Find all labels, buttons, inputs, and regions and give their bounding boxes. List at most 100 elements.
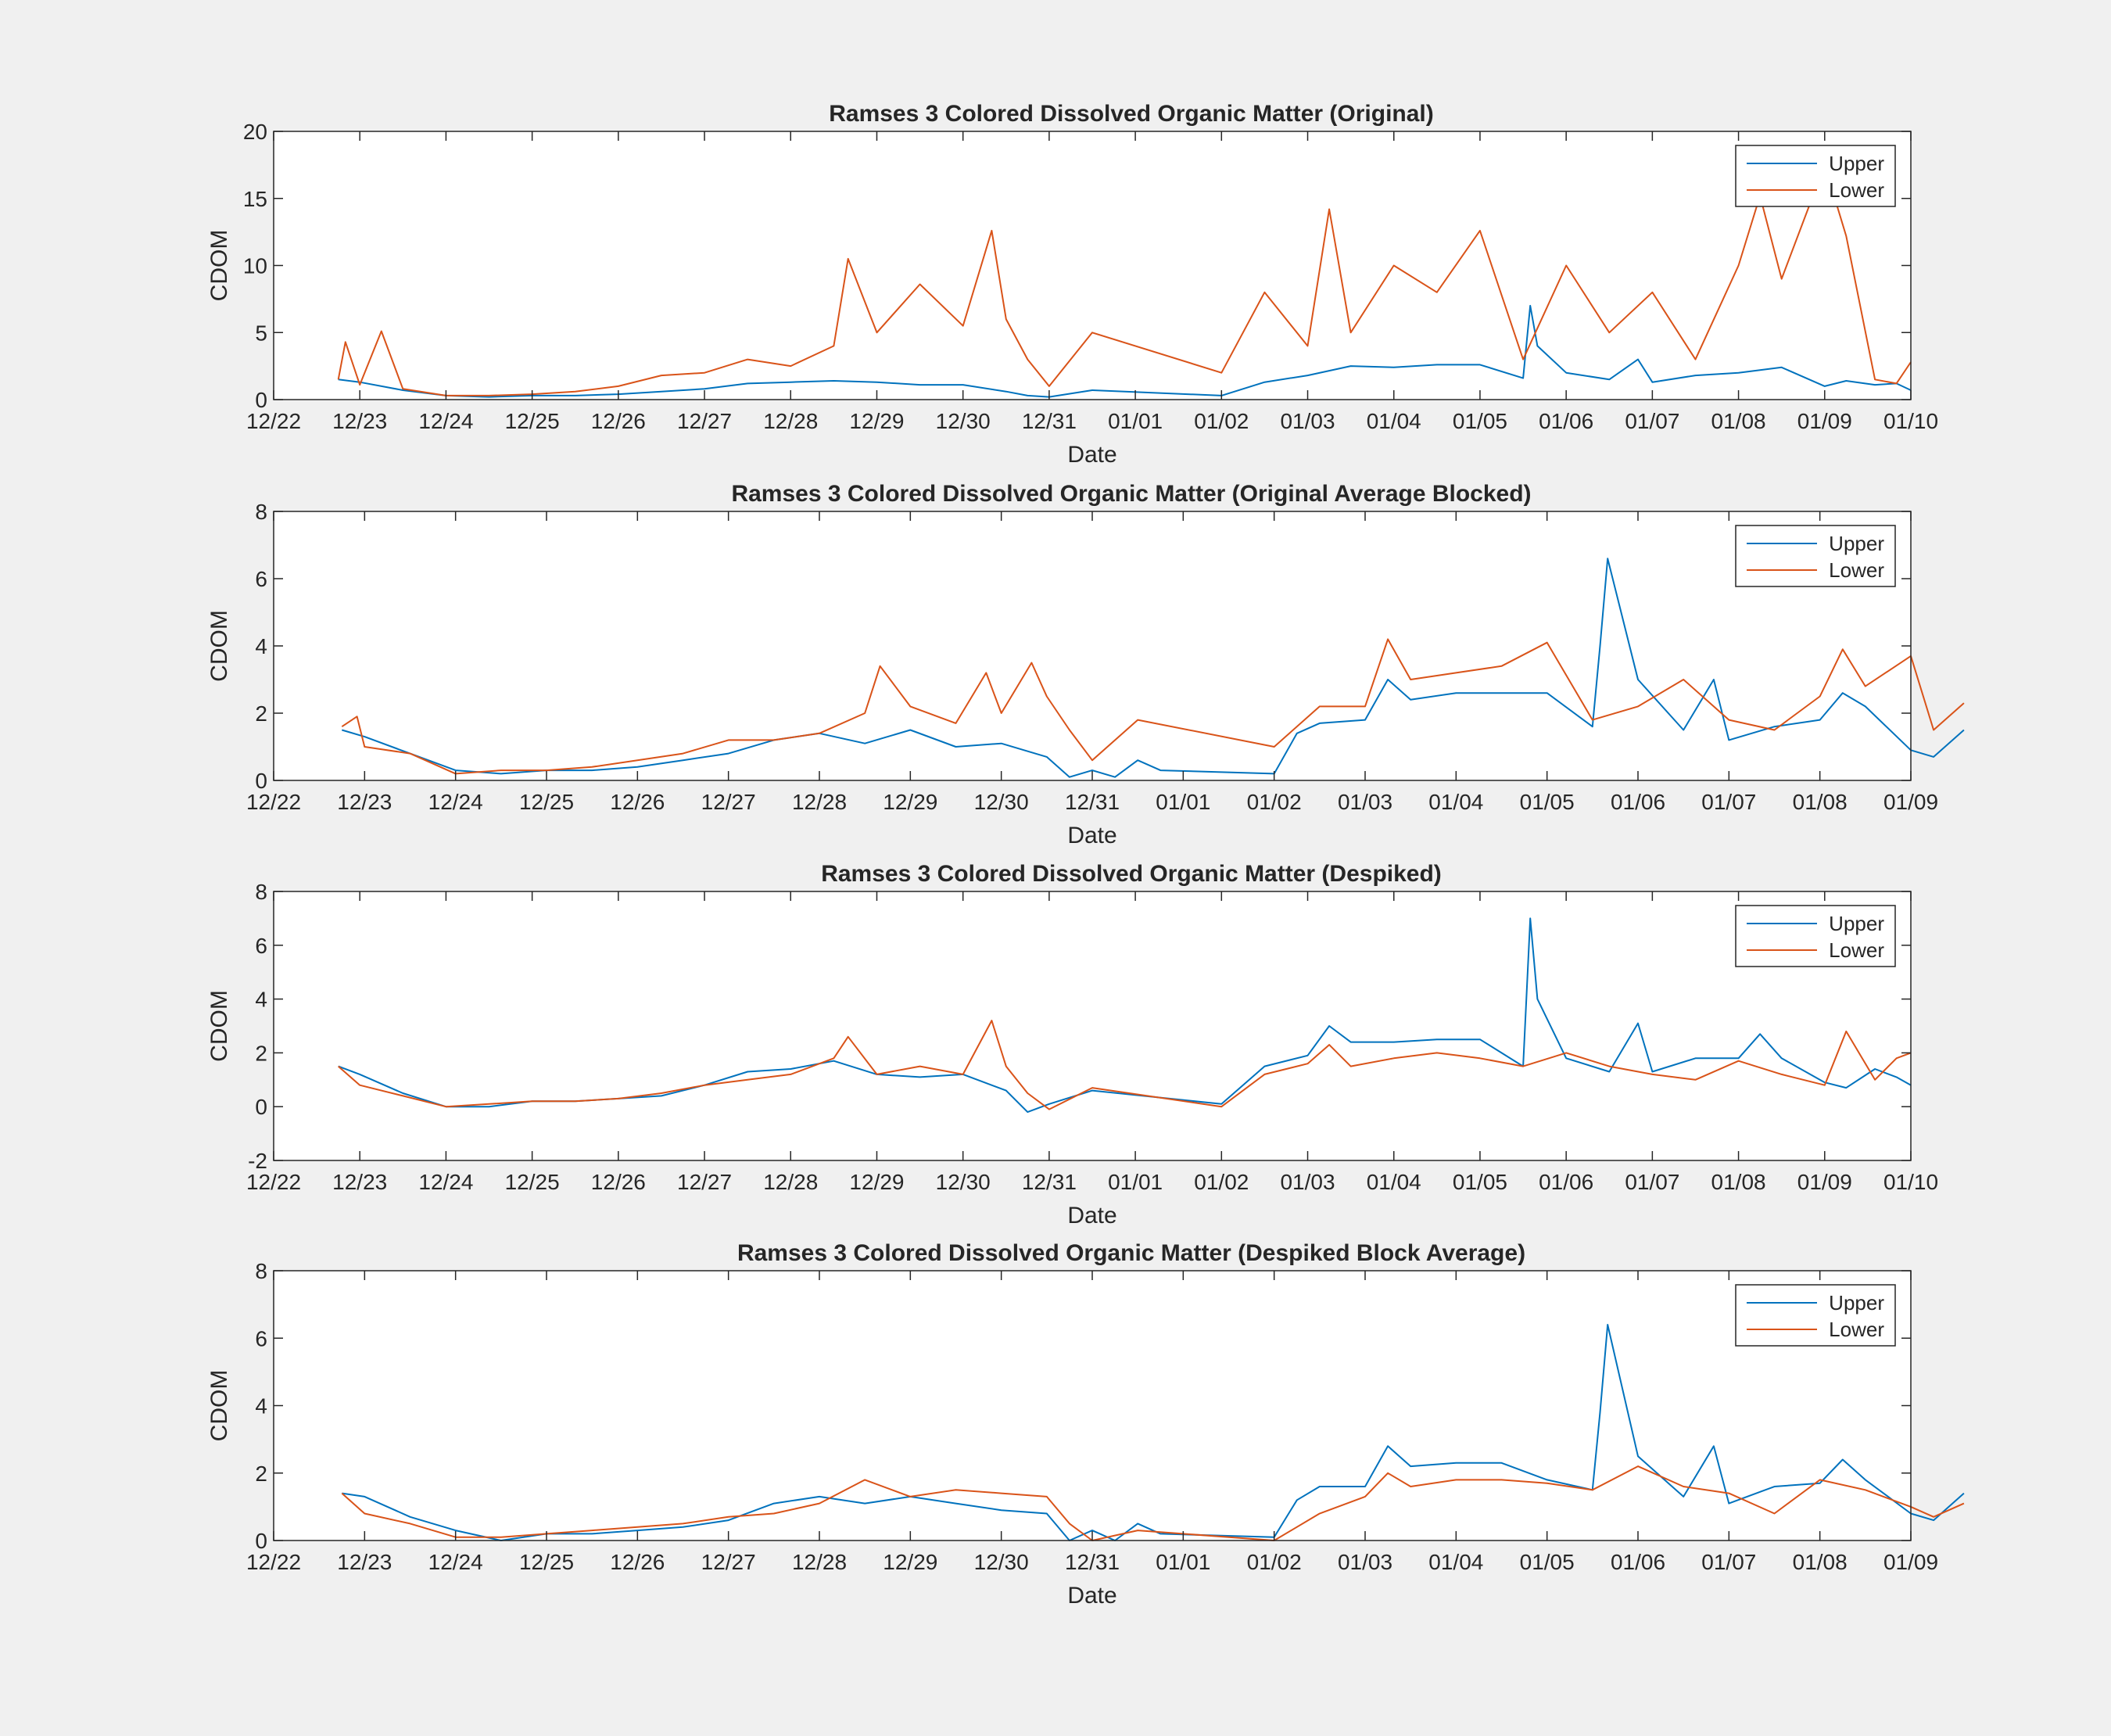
series-line-lower <box>338 1020 1912 1110</box>
x-tick-label: 12/25 <box>505 1170 560 1194</box>
y-tick-label: 4 <box>255 634 267 658</box>
series-line-upper <box>338 304 1912 398</box>
x-axis-label: Date <box>1067 1583 1116 1609</box>
x-tick-label: 01/09 <box>1883 1550 1938 1574</box>
x-tick-label: 12/28 <box>792 1550 847 1574</box>
x-tick-label: 12/30 <box>974 790 1029 814</box>
x-tick-label: 01/09 <box>1797 409 1852 433</box>
y-tick-label: 20 <box>243 120 267 144</box>
y-tick-label: 5 <box>255 321 267 345</box>
x-tick-label: 01/03 <box>1338 1550 1392 1574</box>
legend-box <box>1735 525 1896 587</box>
legend: Upper Lower <box>1735 1284 1896 1347</box>
x-tick-label: 12/23 <box>337 790 392 814</box>
x-tick-label: 01/01 <box>1108 1170 1163 1194</box>
x-tick-label: 01/01 <box>1156 790 1210 814</box>
x-tick-label: 01/07 <box>1701 790 1756 814</box>
legend: Upper Lower <box>1735 905 1896 967</box>
x-tick-label: 01/01 <box>1108 409 1163 433</box>
x-tick-label: 12/30 <box>936 409 991 433</box>
y-axis-label: CDOM <box>206 230 232 302</box>
y-tick-label: 10 <box>243 254 267 278</box>
x-tick-label: 01/09 <box>1797 1170 1852 1194</box>
y-tick-label: 6 <box>255 567 267 591</box>
x-tick-label: 01/03 <box>1280 409 1335 433</box>
x-tick-label: 01/08 <box>1711 409 1766 433</box>
x-tick-label: 12/30 <box>974 1550 1029 1574</box>
x-tick-label: 01/06 <box>1611 790 1665 814</box>
x-tick-label: 01/07 <box>1625 409 1679 433</box>
legend-label-lower: Lower <box>1829 1318 1884 1341</box>
y-tick-label: 0 <box>255 388 267 412</box>
x-tick-label: 01/02 <box>1194 409 1249 433</box>
legend-box <box>1735 905 1896 967</box>
x-tick-label: 12/25 <box>519 1550 574 1574</box>
x-tick-label: 12/22 <box>246 790 301 814</box>
legend-label-upper: Upper <box>1829 1291 1884 1315</box>
y-tick-label: 6 <box>255 1326 267 1350</box>
chart-title: Ramses 3 Colored Dissolved Organic Matte… <box>737 1240 1525 1266</box>
x-tick-label: 01/04 <box>1428 1550 1483 1574</box>
x-tick-label: 01/06 <box>1539 1170 1593 1194</box>
y-tick-label: 2 <box>255 701 267 726</box>
x-tick-label: 12/23 <box>337 1550 392 1574</box>
x-tick-label: 01/04 <box>1367 1170 1421 1194</box>
legend: Upper Lower <box>1735 145 1896 207</box>
y-tick-label: 15 <box>243 187 267 211</box>
legend: Upper Lower <box>1735 525 1896 587</box>
x-tick-label: 01/05 <box>1453 1170 1507 1194</box>
x-tick-label: 12/25 <box>505 409 560 433</box>
y-tick-label: 0 <box>255 1529 267 1553</box>
x-tick-label: 01/09 <box>1883 790 1938 814</box>
chart-original: 0 5 10 15 20 12/22 12/23 12/24 12/25 12/26 12/27 12… <box>206 101 1938 468</box>
x-tick-label: 12/31 <box>1022 1170 1077 1194</box>
x-tick-label: 12/24 <box>428 790 483 814</box>
plot-area <box>274 1271 1911 1541</box>
x-tick-label: 12/26 <box>591 1170 646 1194</box>
x-tick-label: 01/10 <box>1883 409 1938 433</box>
x-tick-label: 01/06 <box>1611 1550 1665 1574</box>
x-tick-label: 01/02 <box>1247 1550 1302 1574</box>
x-tick-label: 12/26 <box>591 409 646 433</box>
legend-label-lower: Lower <box>1829 178 1884 202</box>
x-tick-label: 01/02 <box>1194 1170 1249 1194</box>
y-tick-label: 4 <box>255 1394 267 1419</box>
x-tick-label: 12/22 <box>246 1550 301 1574</box>
x-tick-label: 01/01 <box>1156 1550 1210 1574</box>
y-tick-label: 8 <box>255 1259 267 1283</box>
x-tick-label: 12/22 <box>246 409 301 433</box>
x-tick-label: 12/29 <box>849 1170 904 1194</box>
x-tick-label: 01/04 <box>1428 790 1483 814</box>
x-tick-label: 12/28 <box>763 409 818 433</box>
x-tick-label: 01/05 <box>1520 790 1575 814</box>
series-line-lower <box>341 1465 1965 1541</box>
x-tick-label: 01/04 <box>1367 409 1421 433</box>
x-tick-label: 12/27 <box>701 790 756 814</box>
x-tick-label: 01/02 <box>1247 790 1302 814</box>
x-tick-label: 12/24 <box>418 409 473 433</box>
x-tick-label: 12/31 <box>1022 409 1077 433</box>
x-tick-label: 12/27 <box>701 1550 756 1574</box>
x-tick-label: 12/28 <box>763 1170 818 1194</box>
x-tick-label: 12/30 <box>936 1170 991 1194</box>
x-tick-label: 12/23 <box>332 409 387 433</box>
x-tick-label: 01/06 <box>1539 409 1593 433</box>
series-line-lower <box>337 163 1912 396</box>
x-tick-label: 12/31 <box>1065 790 1120 814</box>
chart-title: Ramses 3 Colored Dissolved Organic Matte… <box>821 861 1442 887</box>
x-tick-label: 01/07 <box>1701 1550 1756 1574</box>
y-axis-label: CDOM <box>206 990 232 1062</box>
x-tick-label: 12/29 <box>883 790 937 814</box>
x-tick-label: 12/29 <box>849 409 904 433</box>
y-tick-label: -2 <box>248 1149 267 1173</box>
legend-label-upper: Upper <box>1829 532 1884 555</box>
y-axis-label: CDOM <box>206 1370 232 1442</box>
y-tick-label: 8 <box>255 880 267 904</box>
chart-original-average-blocked: 0 2 4 6 8 12/22 12/23 12/24 12/25 12/26 12/27 12/28… <box>206 481 1965 848</box>
y-tick-label: 2 <box>255 1462 267 1486</box>
plot-area <box>274 891 1911 1160</box>
x-tick-label: 01/05 <box>1453 409 1507 433</box>
series-line-lower <box>341 638 1965 775</box>
y-tick-label: 8 <box>255 500 267 524</box>
